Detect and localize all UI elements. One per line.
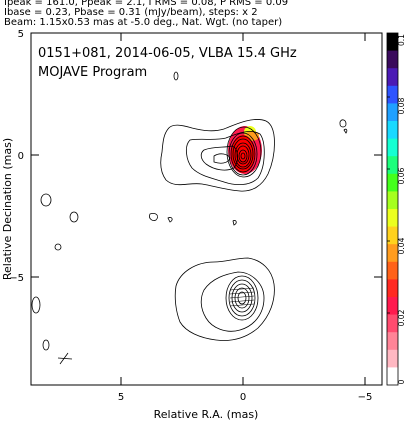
upper-jet-contour	[200, 145, 238, 171]
plot-subtitle: MOJAVE Program	[38, 65, 147, 80]
colorbar: 0.1 0.08 0.06 0.04 0.02 0	[386, 32, 406, 386]
colorbar-stripe	[387, 349, 398, 368]
plot-title: 0151+081, 2014-06-05, VLBA 15.4 GHz	[38, 46, 297, 61]
colorbar-stripe	[387, 173, 398, 192]
colorbar-stripe	[387, 68, 398, 87]
colorbar-stripe	[387, 85, 398, 104]
colorbar-label-0.08: 0.08	[397, 97, 406, 114]
colorbar-stripe	[387, 279, 398, 298]
colorbar-label-0.02: 0.02	[397, 309, 406, 326]
colorbar-ticks	[387, 96, 390, 314]
colorbar-label-0.04: 0.04	[397, 237, 406, 254]
header-line-3: Beam: 1.15x0.53 mas at -5.0 deg., Nat. W…	[4, 17, 283, 28]
header-line-2: Ibase = 0.23, Pbase = 0.31 (mJy/beam), s…	[4, 7, 258, 18]
colorbar-stripe	[387, 156, 398, 175]
axis-ticks	[31, 32, 382, 385]
colorbar-stripe	[387, 261, 398, 280]
contour-map	[31, 71, 348, 365]
upper-envelope-inner	[186, 131, 265, 186]
y-axis-label: Relative Decination (mas)	[1, 138, 14, 280]
colorbar-stripe	[387, 332, 398, 351]
plot-frame	[30, 32, 383, 386]
colorbar-label-0.1: 0.1	[397, 34, 406, 46]
core-contours	[226, 126, 262, 178]
noise-contours	[31, 71, 348, 351]
y-tick-label-5: 5	[18, 29, 24, 40]
x-tick-label-5: 5	[118, 392, 124, 403]
lower-component	[174, 257, 275, 341]
colorbar-stripe	[387, 138, 398, 157]
upper-jet-small	[213, 153, 231, 164]
upper-envelope-outer	[160, 119, 275, 192]
x-tick-label-minus5: −5	[358, 392, 373, 403]
colorbar-stripe	[387, 121, 398, 140]
colorbar-stripe	[387, 367, 398, 386]
colorbar-stripe	[387, 209, 398, 228]
colorbar-stripe	[387, 50, 398, 69]
x-axis-label: Relative R.A. (mas)	[154, 408, 259, 421]
beam-cross	[57, 352, 73, 365]
lower-hatching	[229, 287, 255, 307]
colorbar-stripe	[387, 226, 398, 245]
y-tick-label-0: 0	[18, 151, 24, 162]
colorbar-stripe	[387, 297, 398, 316]
colorbar-stripe	[387, 33, 398, 52]
colorbar-frame	[386, 32, 399, 386]
colorbar-stripe	[387, 314, 398, 333]
x-tick-label-0: 0	[240, 392, 246, 403]
y-tick-label-minus5: −5	[9, 273, 24, 284]
colorbar-stripe	[387, 244, 398, 263]
colorbar-stripe	[387, 191, 398, 210]
colorbar-stripe	[387, 103, 398, 122]
colorbar-label-0: 0	[397, 379, 406, 384]
colorbar-label-0.06: 0.06	[397, 167, 406, 184]
header-line-1: Ipeak = 161.0, Ppeak = 2.1, I RMS = 0.08…	[4, 0, 289, 8]
